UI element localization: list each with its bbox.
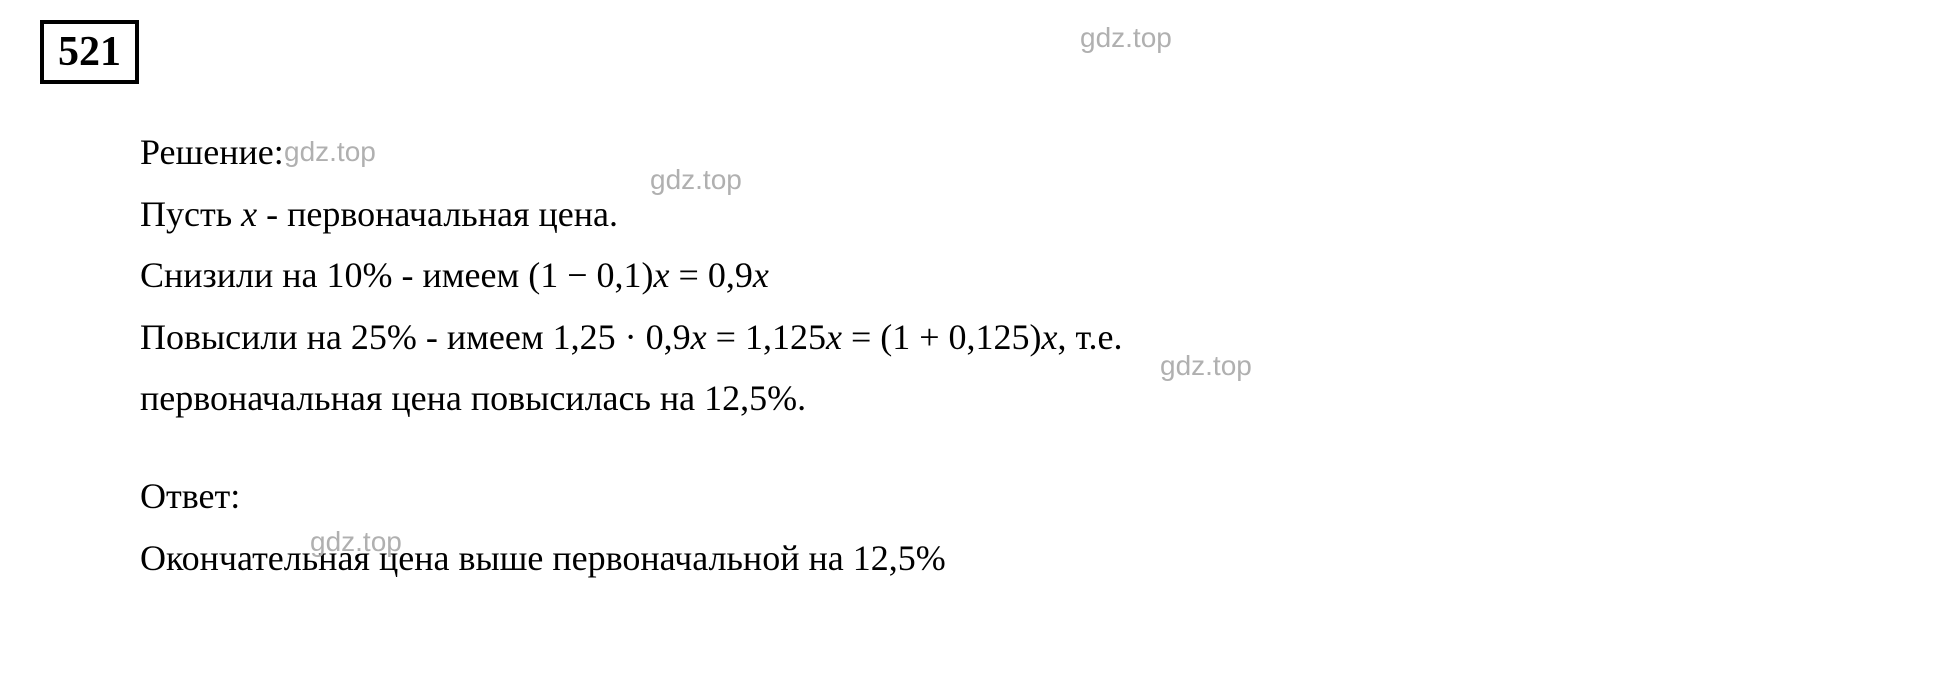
line2-prefix: Снизили на 10% - имеем (1 − 0,1)	[140, 255, 654, 295]
answer-label: Ответ:	[140, 468, 1894, 526]
line3-mid1: = 1,125	[707, 317, 826, 357]
content-area: Решение: Пусть x - первоначальная цена. …	[140, 124, 1894, 587]
solution-line-3: Повысили на 25% - имеем 1,25 · 0,9x = 1,…	[140, 309, 1894, 367]
variable-x: x	[654, 255, 670, 295]
line1-suffix: - первоначальная цена.	[257, 194, 618, 234]
problem-number-box: 521	[40, 20, 139, 84]
solution-line-2: Снизили на 10% - имеем (1 − 0,1)x = 0,9x	[140, 247, 1894, 305]
line1-prefix: Пусть	[140, 194, 241, 234]
solution-line-4: первоначальная цена повысилась на 12,5%.	[140, 370, 1894, 428]
watermark: gdz.top	[1080, 22, 1172, 54]
line3-prefix: Повысили на 25% - имеем 1,25 · 0,9	[140, 317, 691, 357]
line3-suffix: , т.е.	[1058, 317, 1123, 357]
variable-x: x	[691, 317, 707, 357]
solution-label: Решение:	[140, 124, 1894, 182]
variable-x: x	[241, 194, 257, 234]
answer-section: Ответ: Окончательная цена выше первонача…	[140, 468, 1894, 587]
line3-mid2: = (1 + 0,125)	[842, 317, 1042, 357]
variable-x: x	[1042, 317, 1058, 357]
line2-mid: = 0,9	[670, 255, 753, 295]
variable-x: x	[826, 317, 842, 357]
answer-text: Окончательная цена выше первоначальной н…	[140, 530, 1894, 588]
variable-x: x	[753, 255, 769, 295]
solution-line-1: Пусть x - первоначальная цена.	[140, 186, 1894, 244]
problem-number: 521	[58, 29, 121, 75]
